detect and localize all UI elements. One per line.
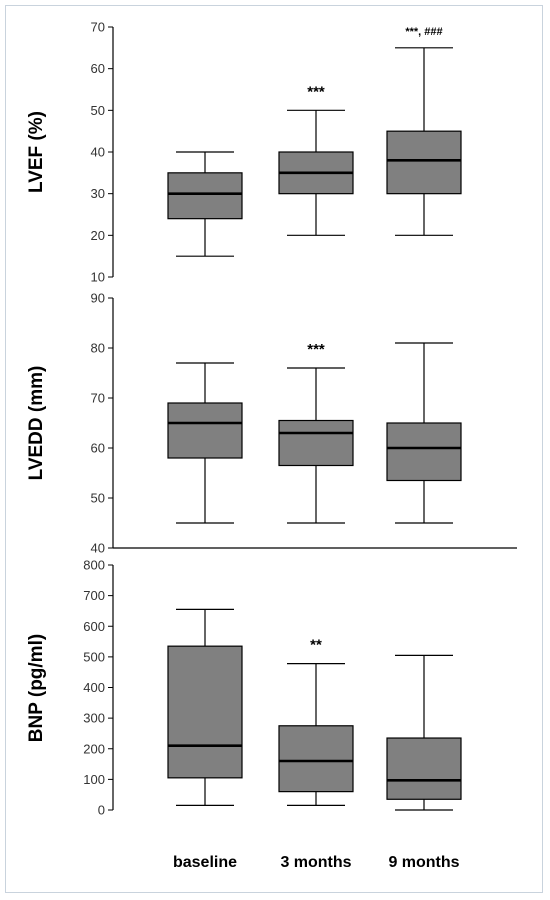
y-tick-label: 30	[91, 186, 105, 201]
iqr-box	[167, 645, 243, 779]
iqr-box	[278, 725, 354, 793]
box-baseline	[167, 608, 243, 807]
iqr-box	[278, 419, 354, 467]
x-category-label: baseline	[173, 854, 237, 871]
x-category-label: 9 months	[388, 854, 459, 871]
y-axis-title: LVEDD (mm)	[26, 366, 47, 481]
iqr-box	[386, 422, 462, 482]
box-baseline	[167, 151, 243, 257]
y-tick-label: 60	[91, 441, 105, 456]
iqr-box	[167, 172, 243, 220]
y-tick-label: 700	[83, 588, 105, 603]
y-tick-label: 40	[91, 541, 105, 556]
y-tick-label: 600	[83, 619, 105, 634]
significance-annotation: ***	[307, 341, 325, 358]
y-tick-label: 0	[98, 803, 105, 818]
y-axis-title: BNP (pg/ml)	[26, 634, 47, 742]
y-tick-label: 50	[91, 491, 105, 506]
box-3-months: ***	[278, 83, 354, 236]
iqr-box	[386, 130, 462, 195]
x-category-label: 3 months	[280, 854, 351, 871]
y-tick-label: 10	[91, 270, 105, 285]
y-tick-label: 80	[91, 341, 105, 356]
y-tick-label: 200	[83, 741, 105, 756]
y-tick-label: 300	[83, 711, 105, 726]
iqr-box	[386, 737, 462, 800]
y-tick-label: 90	[91, 291, 105, 306]
box-9-months: ***, ###	[386, 26, 462, 236]
y-tick-label: 20	[91, 228, 105, 243]
y-tick-label: 800	[83, 558, 105, 573]
y-tick-label: 70	[91, 20, 105, 35]
y-axis-title: LVEF (%)	[26, 111, 47, 193]
box-3-months: ***	[278, 341, 354, 524]
y-tick-label: 50	[91, 103, 105, 118]
y-tick-label: 70	[91, 391, 105, 406]
box-9-months	[386, 654, 462, 811]
panel-2: 40 50 60 70 80 90 LVEDD (mm) ***	[26, 291, 517, 556]
y-tick-label: 60	[91, 61, 105, 76]
iqr-box	[167, 402, 243, 459]
panel-3: 0 100 200 300 400 500 600 700 800 BNP (pg/ml) **	[26, 558, 462, 818]
panel-1: 10 20 30 40 50 60 70 LVEF (%) *** ***, ###	[26, 20, 462, 285]
box-9-months	[386, 342, 462, 524]
significance-annotation: **	[310, 637, 322, 654]
box-3-months: **	[278, 637, 354, 807]
y-tick-label: 500	[83, 649, 105, 664]
y-tick-label: 40	[91, 145, 105, 160]
y-tick-label: 100	[83, 772, 105, 787]
y-tick-label: 400	[83, 680, 105, 695]
significance-annotation: ***, ###	[405, 26, 442, 38]
box-baseline	[167, 362, 243, 524]
significance-annotation: ***	[307, 83, 325, 100]
